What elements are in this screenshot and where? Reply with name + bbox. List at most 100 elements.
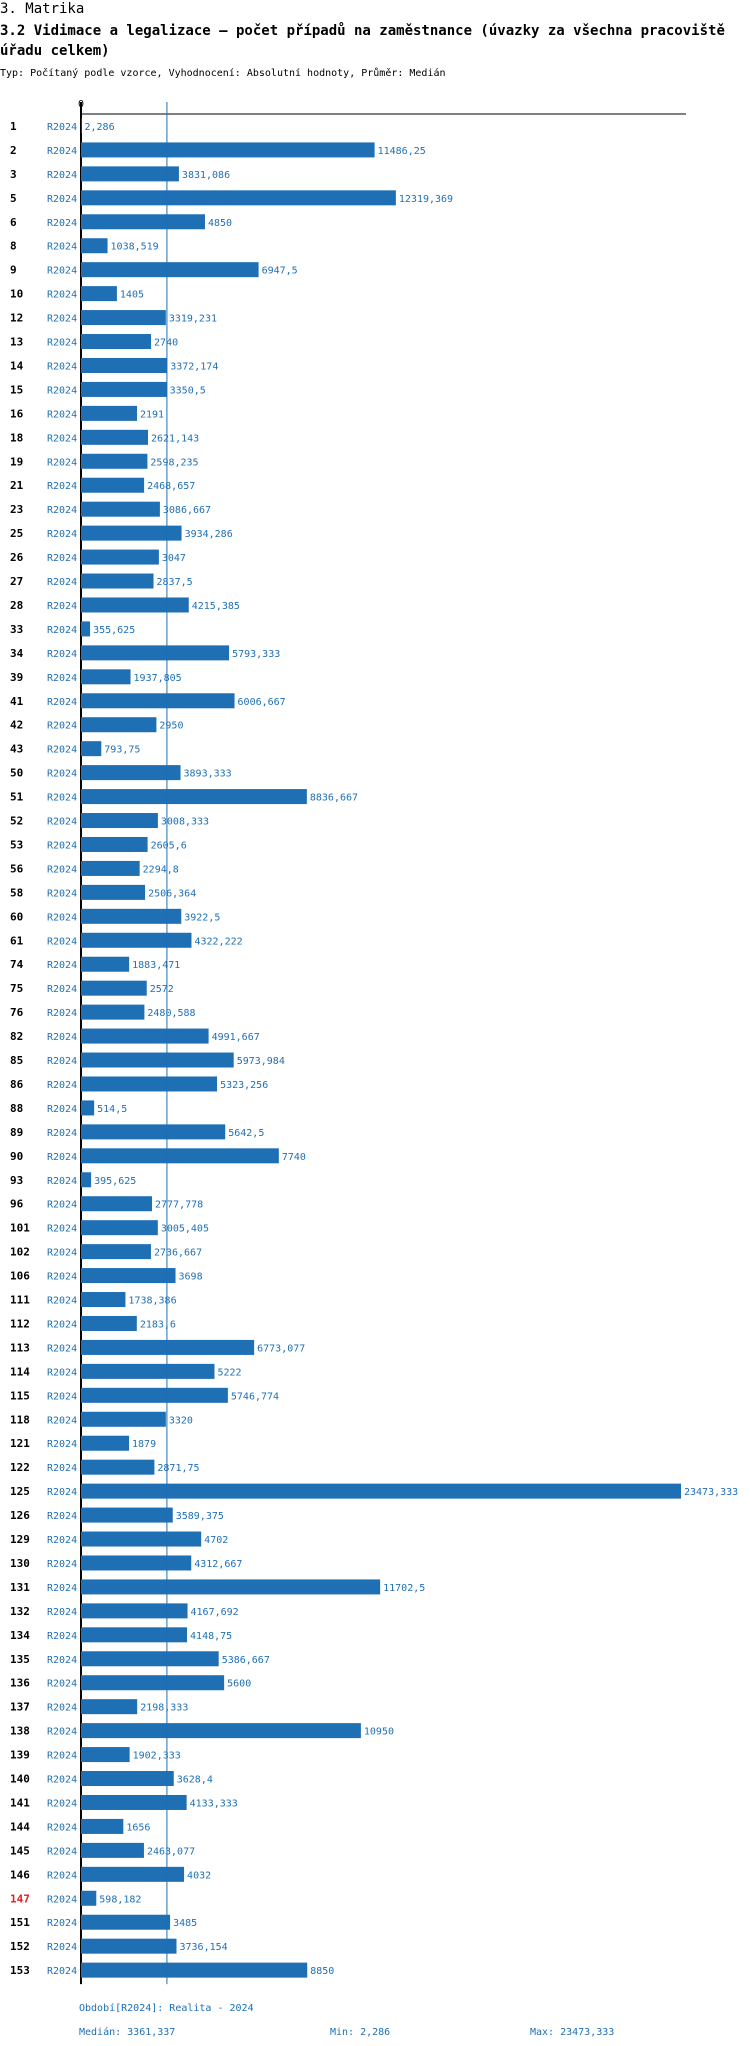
bar (81, 334, 152, 350)
category-label: 41 (10, 695, 24, 708)
category-label: 122 (10, 1461, 30, 1474)
category-label: 14 (10, 359, 24, 372)
category-label: 141 (10, 1796, 30, 1809)
bar (81, 238, 108, 254)
bar (81, 1914, 171, 1930)
value-label: 598,182 (99, 1894, 141, 1905)
category-label: 135 (10, 1653, 30, 1666)
period-label: R2024 (47, 697, 77, 708)
category-label: 75 (10, 982, 23, 995)
category-label: 60 (10, 910, 23, 923)
category-label: 86 (10, 1078, 24, 1091)
value-label: 3934,286 (185, 529, 233, 540)
value-label: 1883,471 (132, 960, 180, 971)
bar (81, 1866, 185, 1882)
value-label: 2480,588 (147, 1008, 195, 1019)
category-label: 93 (10, 1174, 23, 1187)
period-label: R2024 (47, 960, 77, 971)
bar (81, 669, 131, 685)
category-label: 113 (10, 1341, 30, 1354)
bar (81, 1411, 166, 1427)
period-label: R2024 (47, 529, 77, 540)
bar (81, 1794, 187, 1810)
period-label: R2024 (47, 242, 77, 253)
value-label: 4032 (187, 1870, 211, 1881)
value-label: 7740 (282, 1152, 306, 1163)
value-label: 3831,086 (182, 170, 230, 181)
period-label: R2024 (47, 338, 77, 349)
category-label: 115 (10, 1389, 30, 1402)
category-label: 152 (10, 1940, 30, 1953)
period-label: R2024 (47, 1679, 77, 1690)
period-label: R2024 (47, 1487, 77, 1498)
value-label: 2183,6 (140, 1319, 176, 1330)
category-label: 19 (10, 455, 23, 468)
value-label: 10950 (364, 1727, 394, 1738)
category-label: 42 (10, 719, 23, 732)
category-label: 96 (10, 1198, 24, 1211)
bar (81, 357, 168, 373)
period-label: R2024 (47, 864, 77, 875)
period-label: R2024 (47, 1032, 77, 1043)
bar (81, 262, 259, 278)
period-label: R2024 (47, 673, 77, 684)
bar (81, 813, 158, 829)
period-label: R2024 (47, 984, 77, 995)
category-label: 2 (10, 144, 17, 157)
bar (81, 980, 147, 996)
category-label: 8 (10, 240, 17, 253)
value-label: 2871,75 (157, 1463, 199, 1474)
value-label: 2621,143 (151, 433, 199, 444)
period-label: R2024 (47, 457, 77, 468)
period-label: R2024 (47, 433, 77, 444)
bar (81, 214, 205, 230)
bar (81, 621, 91, 637)
value-label: 4148,75 (190, 1631, 232, 1642)
bar (81, 1100, 95, 1116)
period-label: R2024 (47, 385, 77, 396)
bar (81, 1938, 177, 1954)
value-label: 4850 (208, 218, 232, 229)
bar (81, 1220, 158, 1236)
period-label: R2024 (47, 721, 77, 732)
value-label: 5642,5 (228, 1128, 264, 1139)
value-label: 6773,077 (257, 1343, 305, 1354)
category-label: 132 (10, 1605, 30, 1618)
bar (81, 1699, 138, 1715)
bar (81, 477, 145, 493)
bar (81, 190, 396, 206)
section-title: 3. Matrika (0, 1, 85, 17)
value-label: 1902,333 (133, 1751, 181, 1762)
category-label: 25 (10, 527, 23, 540)
period-label: R2024 (47, 122, 77, 133)
bar (81, 741, 102, 757)
period-label: R2024 (47, 1391, 77, 1402)
value-label: 3319,231 (169, 314, 217, 325)
value-label: 2740 (154, 338, 178, 349)
category-label: 3 (10, 168, 17, 181)
category-label: 85 (10, 1054, 23, 1067)
bar (81, 1675, 225, 1691)
bar (81, 1172, 92, 1188)
period-label: R2024 (47, 888, 77, 899)
value-label: 3047 (162, 553, 186, 564)
bar (81, 1052, 234, 1068)
bar (81, 1483, 681, 1499)
footer-min: Min: 2,286 (330, 2027, 391, 2038)
value-label: 514,5 (97, 1104, 127, 1115)
period-label: R2024 (47, 1439, 77, 1450)
period-label: R2024 (47, 769, 77, 780)
value-label: 1738,386 (128, 1296, 176, 1307)
bar (81, 1651, 219, 1667)
category-label: 88 (10, 1102, 23, 1115)
period-label: R2024 (47, 1200, 77, 1211)
bar (81, 1459, 155, 1475)
bar (81, 789, 307, 805)
value-label: 2950 (159, 721, 183, 732)
period-label: R2024 (47, 505, 77, 516)
category-label: 43 (10, 743, 23, 756)
period-label: R2024 (47, 1415, 77, 1426)
value-label: 5222 (217, 1367, 241, 1378)
bar (81, 1890, 97, 1906)
period-label: R2024 (47, 1631, 77, 1642)
